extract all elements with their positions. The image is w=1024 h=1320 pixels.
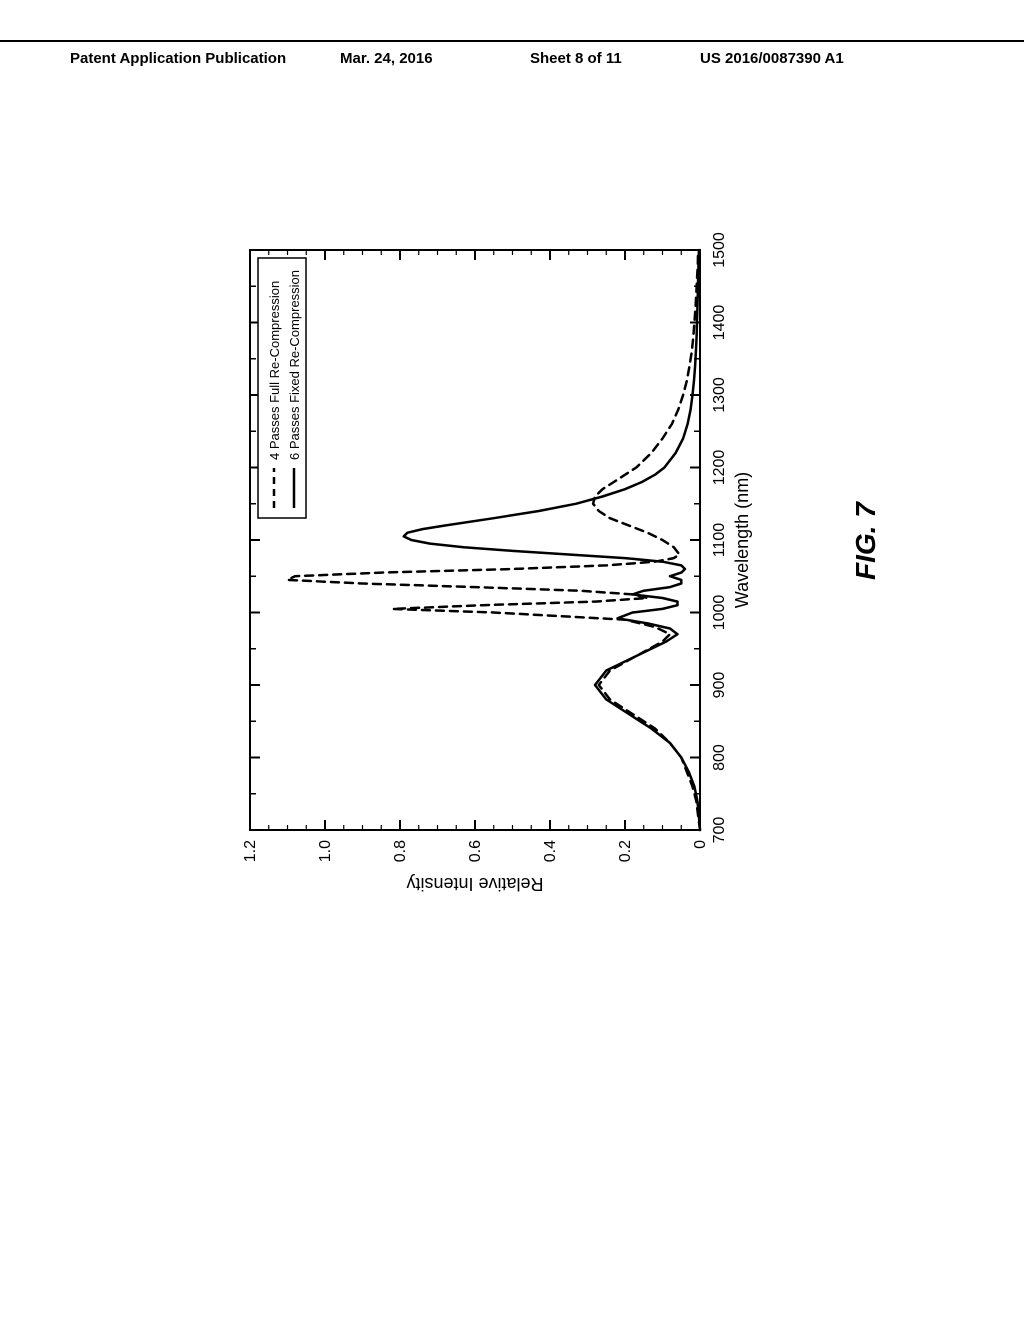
figure-7-chart: 700 800 900 1000 1100 1200 1300 1400 1500 0 0.2 0.4… (190, 210, 830, 960)
publication-date: Mar. 24, 2016 (340, 50, 433, 67)
svg-text:6 Passes Fixed Re-Compression: 6 Passes Fixed Re-Compression (287, 270, 302, 460)
svg-text:Wavelength (nm): Wavelength (nm) (732, 472, 752, 608)
svg-text:1400: 1400 (711, 305, 728, 341)
svg-text:1.0: 1.0 (317, 840, 334, 862)
svg-text:0.4: 0.4 (542, 840, 559, 862)
chart-svg: 700 800 900 1000 1100 1200 1300 1400 1500 0 0.2 0.4… (190, 210, 830, 960)
figure-label: FIG. 7 (850, 502, 882, 580)
svg-text:4 Passes Full Re-Compression: 4 Passes Full Re-Compression (267, 281, 282, 460)
svg-text:1500: 1500 (711, 232, 728, 268)
svg-text:1.2: 1.2 (242, 840, 259, 862)
publication-label: Patent Application Publication (70, 50, 286, 67)
svg-text:1200: 1200 (711, 450, 728, 486)
svg-text:800: 800 (711, 744, 728, 771)
svg-text:0.8: 0.8 (392, 840, 409, 862)
svg-text:0: 0 (692, 840, 709, 849)
svg-text:1100: 1100 (711, 523, 728, 558)
page-header: Patent Application Publication Mar. 24, … (0, 40, 1024, 48)
svg-text:Relative Intensity: Relative Intensity (406, 874, 543, 894)
document-number: US 2016/0087390 A1 (700, 50, 844, 67)
svg-text:700: 700 (711, 817, 728, 844)
svg-text:0.2: 0.2 (617, 840, 634, 862)
svg-text:0.6: 0.6 (467, 840, 484, 862)
svg-text:1000: 1000 (711, 595, 728, 631)
sheet-label: Sheet 8 of 11 (530, 50, 622, 67)
svg-text:1300: 1300 (711, 377, 728, 413)
svg-text:900: 900 (711, 672, 728, 699)
